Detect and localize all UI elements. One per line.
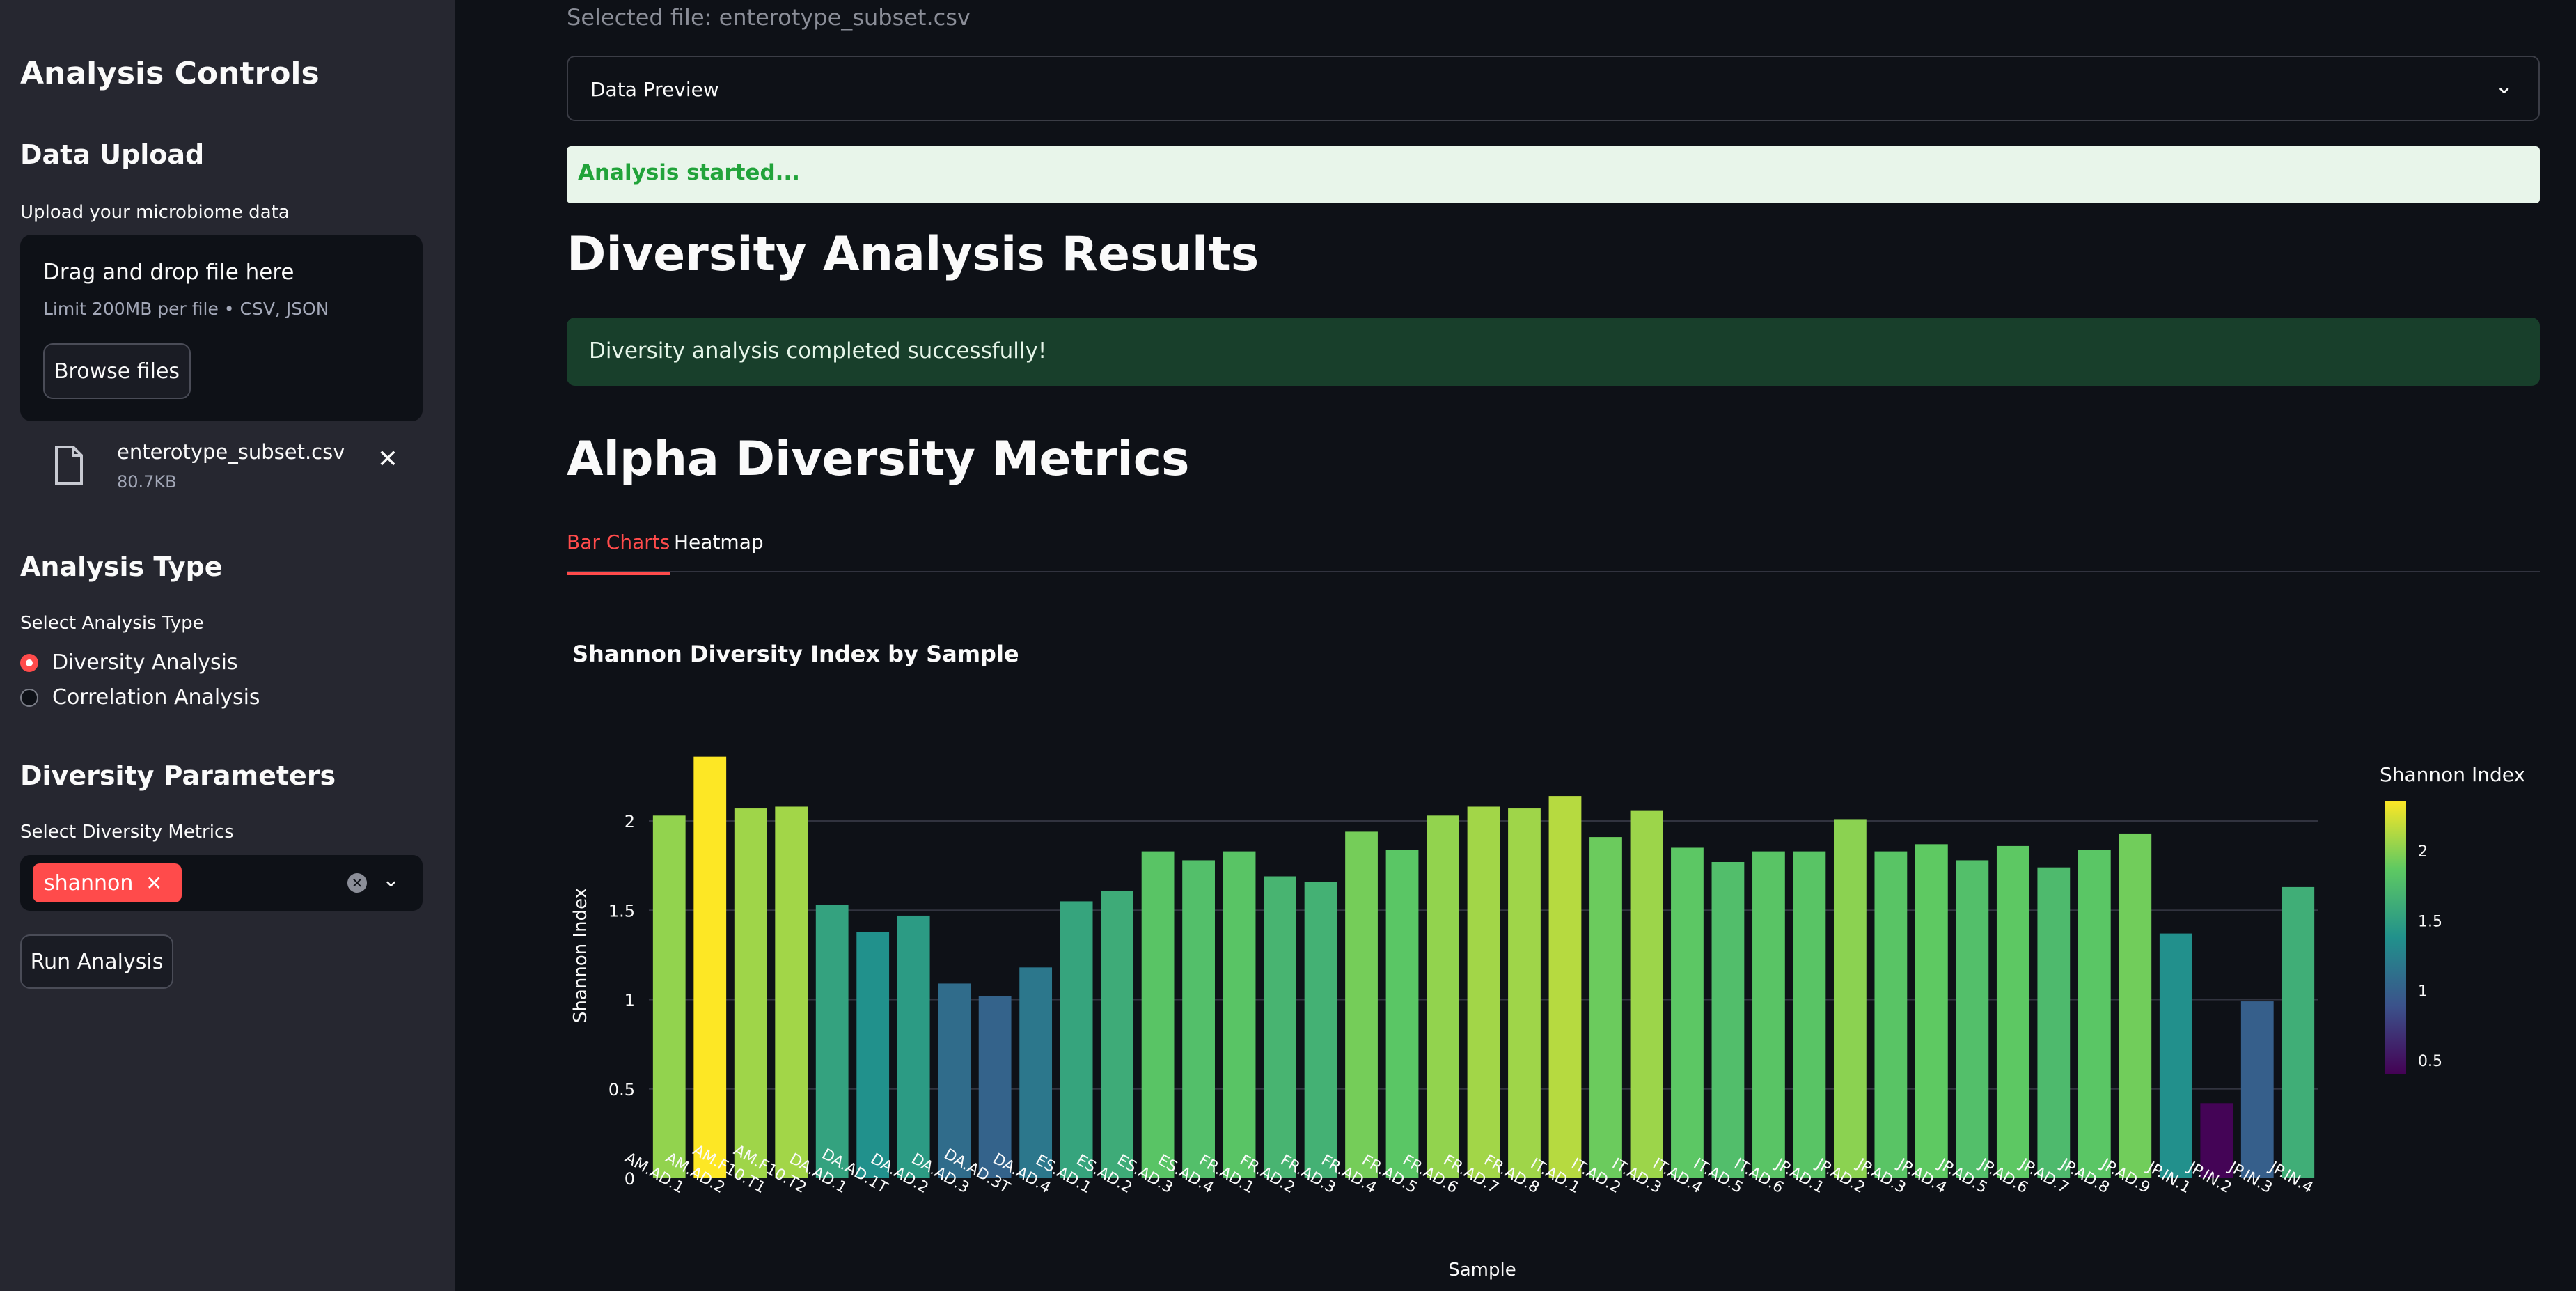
- close-icon[interactable]: ✕: [377, 445, 399, 474]
- status-text: Analysis started...: [578, 160, 800, 185]
- colorbar: [2385, 801, 2406, 1074]
- bar: [1467, 806, 1500, 1178]
- data-preview-expander[interactable]: Data Preview ⌄: [567, 56, 2540, 121]
- bar: [1019, 967, 1053, 1178]
- radio-label: Diversity Analysis: [52, 650, 238, 675]
- alpha-heading: Alpha Diversity Metrics: [567, 432, 1190, 487]
- tab-bar-charts[interactable]: Bar Charts: [567, 531, 670, 575]
- analysis-type-label: Select Analysis Type: [20, 613, 204, 634]
- bar: [693, 756, 727, 1178]
- colorbar-tick-label: 1.5: [2418, 913, 2442, 930]
- upload-label: Upload your microbiome data: [20, 202, 290, 223]
- bar: [1915, 844, 1948, 1178]
- bar: [652, 815, 686, 1178]
- file-name: enterotype_subset.csv: [117, 440, 345, 464]
- remove-tag-icon[interactable]: ✕: [146, 871, 162, 895]
- diversity-metrics-select[interactable]: shannon ✕ ✕ ⌄: [20, 855, 423, 911]
- chart-title: Shannon Diversity Index by Sample: [572, 641, 1019, 667]
- bar: [1589, 837, 1622, 1178]
- bar: [2282, 886, 2315, 1178]
- bar: [1956, 860, 1989, 1178]
- bar: [1101, 891, 1134, 1178]
- sidebar: Analysis Controls Data Upload Upload you…: [0, 0, 455, 1291]
- analysis-type-heading: Analysis Type: [20, 551, 223, 582]
- bar: [1630, 810, 1663, 1178]
- bar: [1752, 851, 1785, 1178]
- colorbar-tick-label: 0.5: [2418, 1053, 2442, 1070]
- radio-label: Correlation Analysis: [52, 685, 260, 710]
- bar: [1345, 831, 1378, 1178]
- y-tick-label: 2: [625, 812, 635, 831]
- bar: [1141, 851, 1175, 1178]
- bar: [1508, 808, 1541, 1178]
- selected-file-text: Selected file: enterotype_subset.csv: [567, 4, 971, 31]
- bar: [1711, 861, 1745, 1178]
- bar: [897, 915, 930, 1178]
- bar: [775, 806, 808, 1178]
- radio-unselected-icon: [20, 688, 38, 707]
- y-axis-label: Shannon Index: [570, 888, 591, 1023]
- status-alert: Analysis started...: [567, 146, 2540, 203]
- bar: [2159, 933, 2192, 1178]
- metric-tag: shannon ✕: [33, 863, 182, 902]
- dropzone-limit: Limit 200MB per file • CSV, JSON: [43, 299, 329, 319]
- bar: [978, 996, 1012, 1178]
- y-tick-label: 0: [625, 1169, 635, 1189]
- file-icon: [55, 446, 83, 485]
- bar: [938, 983, 971, 1178]
- bar: [2200, 1103, 2233, 1178]
- chevron-down-icon[interactable]: ⌄: [382, 868, 400, 892]
- run-analysis-button[interactable]: Run Analysis: [20, 934, 173, 989]
- y-tick-label: 0.5: [608, 1080, 635, 1100]
- browse-files-button[interactable]: Browse files: [43, 343, 191, 399]
- success-text: Diversity analysis completed successfull…: [589, 338, 1047, 363]
- diversity-metrics-label: Select Diversity Metrics: [20, 822, 234, 843]
- bar: [1548, 796, 1582, 1178]
- bar: [734, 808, 767, 1178]
- bar: [1874, 851, 1908, 1178]
- x-axis-label: Sample: [1448, 1260, 1516, 1281]
- metric-tag-label: shannon: [44, 870, 134, 895]
- bar: [1833, 819, 1867, 1178]
- bar: [1427, 815, 1459, 1178]
- diversity-params-heading: Diversity Parameters: [20, 760, 336, 791]
- uploaded-file: enterotype_subset.csv 80.7KB ✕: [20, 430, 423, 500]
- bar: [2037, 867, 2071, 1178]
- bar: [815, 905, 849, 1178]
- chevron-down-icon: ⌄: [2495, 72, 2513, 99]
- bar: [1385, 850, 1419, 1178]
- radio-selected-icon: [20, 653, 38, 672]
- bar: [2240, 1001, 2274, 1178]
- bar: [1793, 851, 1826, 1178]
- bar: [856, 932, 890, 1178]
- y-tick-label: 1: [625, 991, 635, 1010]
- colorbar-title: Shannon Index: [2380, 763, 2526, 786]
- expander-label: Data Preview: [590, 78, 719, 101]
- file-dropzone[interactable]: Drag and drop file here Limit 200MB per …: [20, 235, 423, 421]
- bar: [1671, 847, 1704, 1178]
- bar: [1223, 851, 1256, 1178]
- bar: [1304, 882, 1337, 1178]
- tab-heatmap[interactable]: Heatmap: [674, 531, 764, 554]
- bar: [2078, 850, 2111, 1178]
- bar: [1264, 876, 1296, 1178]
- radio-diversity-analysis[interactable]: Diversity Analysis: [20, 650, 238, 675]
- colorbar-tick-label: 1: [2418, 983, 2428, 1001]
- radio-correlation-analysis[interactable]: Correlation Analysis: [20, 685, 260, 710]
- bar: [1996, 845, 2029, 1178]
- sidebar-title: Analysis Controls: [20, 56, 320, 91]
- clear-icon[interactable]: ✕: [347, 873, 367, 893]
- results-heading: Diversity Analysis Results: [567, 227, 1259, 282]
- colorbar-tick-label: 2: [2418, 843, 2428, 861]
- dropzone-title: Drag and drop file here: [43, 260, 294, 285]
- bar: [1060, 901, 1093, 1178]
- file-size: 80.7KB: [117, 472, 177, 492]
- success-alert: Diversity analysis completed successfull…: [567, 318, 2540, 386]
- bar: [2119, 833, 2152, 1178]
- data-upload-heading: Data Upload: [20, 139, 205, 170]
- bar: [1182, 860, 1215, 1178]
- y-tick-label: 1.5: [608, 901, 635, 921]
- results-tabs: Bar Charts Heatmap: [567, 526, 2540, 575]
